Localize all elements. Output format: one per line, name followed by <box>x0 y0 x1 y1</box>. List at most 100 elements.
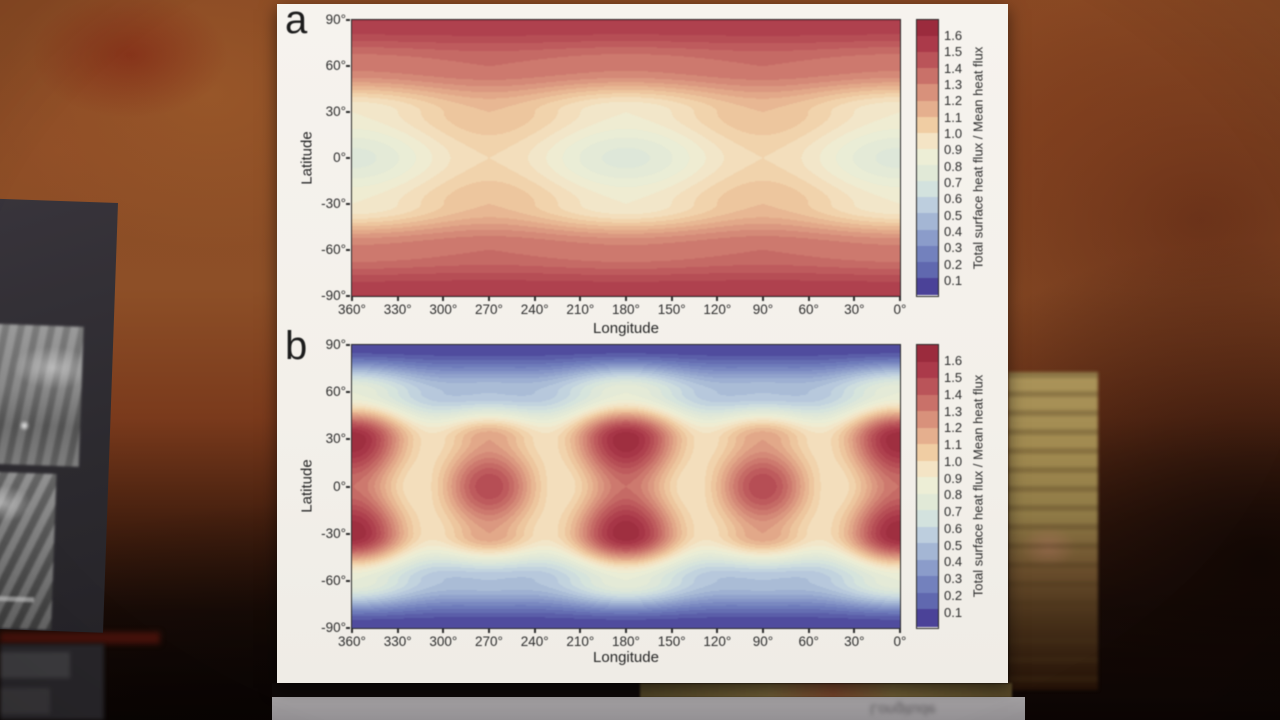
colorbar-segment <box>917 20 938 37</box>
colorbar-tick-label: 1.2 <box>944 93 963 109</box>
x-tick-label: 150° <box>657 634 686 649</box>
colorbar-segment <box>917 609 938 627</box>
x-tick-mark <box>533 297 536 301</box>
contour-plot-a-frame <box>351 19 901 297</box>
colorbar-a <box>916 19 939 297</box>
x-tick-label: 270° <box>475 302 503 317</box>
colorbar-segment <box>917 84 938 102</box>
table-edge-smear <box>0 632 160 644</box>
panel-a-xlabel: Longitude <box>593 320 659 337</box>
colorbar-segment <box>917 277 938 295</box>
y-tick-mark <box>346 295 350 297</box>
colorbar-segment <box>917 261 938 279</box>
x-tick-label: 330° <box>383 302 412 317</box>
x-tick-mark <box>670 629 673 633</box>
contour-plot-a-canvas <box>352 20 900 296</box>
colorbar-tick-label: 1.3 <box>944 403 963 419</box>
colorbar-tick-label: 0.2 <box>944 587 963 603</box>
right-neighbor-item <box>1008 372 1098 690</box>
y-tick-mark <box>346 157 350 159</box>
colorbar-segment <box>917 245 938 263</box>
poster-shadow-band-left <box>272 683 640 698</box>
colorbar-segment <box>917 576 938 594</box>
colorbar-tick-label: 1.4 <box>944 60 963 76</box>
x-tick-label: 150° <box>657 302 686 317</box>
colorbar-segment <box>917 427 938 445</box>
y-tick-label: 30° <box>325 104 346 119</box>
x-tick-label: 0° <box>893 302 907 317</box>
colorbar-segment <box>917 477 938 495</box>
colorbar-segment <box>917 181 938 198</box>
grayscale-surface-photo-2 <box>0 471 57 630</box>
colorbar-tick-label: 1.1 <box>944 109 963 125</box>
colorbar-tick-label: 0.5 <box>944 207 963 223</box>
left-panel-reflection <box>0 644 104 720</box>
panel-b-xlabel: Longitude <box>593 649 659 666</box>
colorbar-segment <box>917 510 938 528</box>
colorbar-segment <box>917 148 938 166</box>
x-tick-mark <box>488 297 490 301</box>
y-tick-mark <box>346 438 350 441</box>
x-tick-mark <box>442 629 445 633</box>
x-tick-mark <box>533 629 536 633</box>
x-tick-label: 90° <box>752 302 774 317</box>
x-tick-label: 210° <box>566 634 595 649</box>
panel-b-letter: b <box>285 324 308 368</box>
y-tick-label: -60° <box>321 242 346 257</box>
colorbar-segment <box>917 460 938 478</box>
colorbar-tick-label: 0.3 <box>944 571 963 587</box>
colorbar-tick-label: 1.6 <box>944 27 963 43</box>
grayscale-surface-photo-1 <box>0 323 84 467</box>
colorbar-tick-label: 0.4 <box>944 554 963 570</box>
colorbar-segment <box>917 116 938 134</box>
colorbar-b <box>916 344 939 629</box>
colorbar-tick-label: 0.1 <box>944 604 963 620</box>
colorbar-segment <box>917 411 938 429</box>
x-tick-label: 180° <box>612 302 640 317</box>
colorbar-segment <box>917 229 938 247</box>
y-tick-label: 60° <box>325 58 346 73</box>
colorbar-segment <box>917 100 938 118</box>
colorbar-segment <box>917 213 938 231</box>
colorbar-tick-label: 0.9 <box>944 142 963 158</box>
left-poster-panel <box>0 198 118 633</box>
x-tick-label: 240° <box>520 302 549 317</box>
y-tick-label: 0° <box>333 478 346 494</box>
colorbar-segment <box>917 68 938 86</box>
y-tick-mark <box>346 65 350 67</box>
contour-plot-b-canvas <box>352 345 900 628</box>
colorbar-tick-label: 1.5 <box>944 44 963 60</box>
x-tick-label: 330° <box>383 634 412 649</box>
colorbar-tick-label: 0.2 <box>944 256 963 272</box>
colorbar-tick-label: 0.5 <box>944 537 963 553</box>
mirrored-longitude-text: Longitude <box>870 701 936 718</box>
colorbar-tick-label: 0.9 <box>944 470 963 486</box>
colorbar-segment <box>917 559 938 577</box>
x-tick-mark <box>579 629 582 633</box>
colorbar-segment <box>917 52 938 69</box>
x-tick-mark <box>807 629 810 633</box>
y-tick-label: 60° <box>325 384 346 400</box>
poster-reflection-band: Longitude <box>272 697 1025 720</box>
x-tick-mark <box>396 629 399 633</box>
colorbar-tick-label: 0.3 <box>944 240 963 256</box>
colorbar-tick-label: 0.7 <box>944 504 963 520</box>
x-tick-label: 60° <box>798 634 819 649</box>
x-tick-label: 210° <box>566 302 595 317</box>
colorbar-tick-label: 1.0 <box>944 125 963 141</box>
colorbar-tick-label: 1.3 <box>944 76 963 92</box>
y-tick-mark <box>346 485 350 488</box>
x-tick-mark <box>899 629 901 633</box>
colorbar-segment <box>917 165 938 182</box>
colorbar-tick-label: 0.4 <box>944 224 963 240</box>
colorbar-tick-label: 1.1 <box>944 437 963 453</box>
colorbar-segment <box>917 526 938 544</box>
y-tick-mark <box>346 627 350 629</box>
y-tick-label: 30° <box>325 431 346 447</box>
colorbar-tick-label: 1.4 <box>944 386 963 402</box>
y-tick-label: -30° <box>321 196 346 211</box>
colorbar-segment <box>917 493 938 511</box>
x-tick-label: 120° <box>703 302 732 317</box>
x-tick-label: 30° <box>844 302 865 317</box>
